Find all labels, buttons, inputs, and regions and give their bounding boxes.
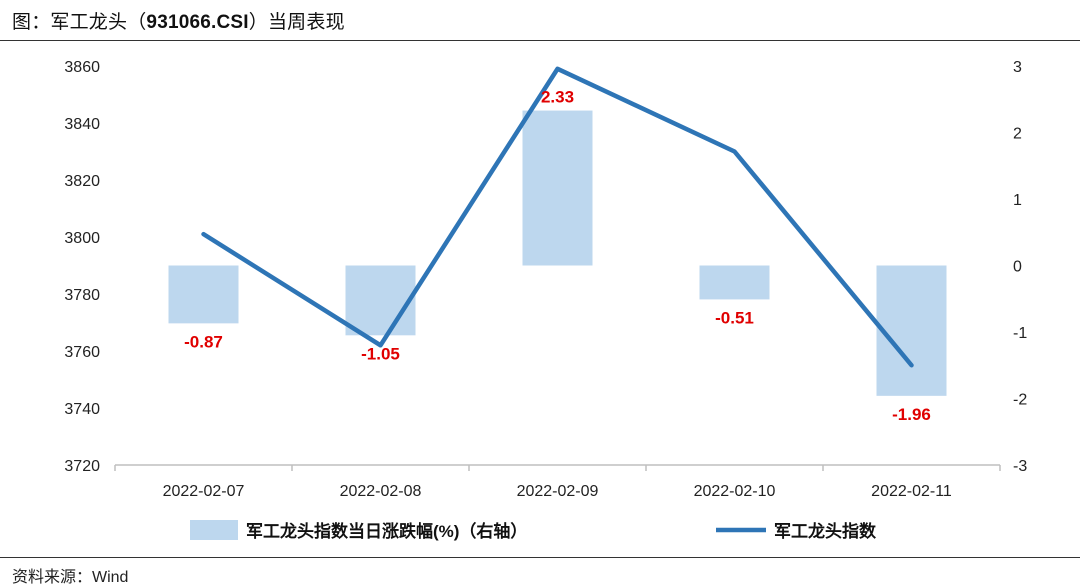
x-tick-label: 2022-02-10 — [694, 483, 776, 500]
y-left-tick-label: 3780 — [64, 287, 100, 304]
x-tick-label: 2022-02-08 — [340, 483, 422, 500]
data-labels: -0.87 -1.05 2.33 -0.51 -1.96 — [184, 88, 931, 424]
y-left-tick-label: 3820 — [64, 173, 100, 190]
y-right-tick-label: -1 — [1013, 325, 1027, 342]
legend-bar-swatch — [190, 520, 238, 540]
bar — [168, 265, 239, 324]
y-right-tick-label: 1 — [1013, 192, 1022, 209]
y-left-tick-label: 3860 — [64, 59, 100, 76]
y-right-tick-label: 2 — [1013, 126, 1022, 143]
x-tick-label: 2022-02-09 — [517, 483, 599, 500]
axes: 2022-02-07 2022-02-08 2022-02-09 2022-02-10… — [64, 59, 1027, 500]
bar-data-label: 2.33 — [541, 88, 574, 107]
bar — [345, 265, 416, 336]
source-note: 资料来源：Wind — [12, 569, 129, 586]
y-left-tick-label: 3800 — [64, 230, 100, 247]
bar — [876, 265, 947, 396]
title-suffix: ）当周表现 — [248, 12, 345, 33]
line-series — [201, 66, 914, 368]
bar-data-label: -0.87 — [184, 332, 223, 351]
y-right-tick-label: -2 — [1013, 392, 1027, 409]
legend-bar-label: 军工龙头指数当日涨跌幅(%)（右轴） — [246, 521, 527, 541]
bar-data-label: -1.96 — [892, 405, 931, 424]
title-name: 军工龙头（ — [50, 12, 147, 33]
bar-data-label: -1.05 — [361, 344, 400, 363]
chart-title: 图：军工龙头（931066.CSI）当周表现 — [12, 7, 345, 34]
top-divider — [0, 40, 1080, 41]
y-left-tick-label: 3760 — [64, 344, 100, 361]
y-right-tick-label: 3 — [1013, 59, 1022, 76]
y-left-tick-label: 3740 — [64, 401, 100, 418]
legend: 军工龙头指数当日涨跌幅(%)（右轴） 军工龙头指数 — [190, 520, 877, 541]
bottom-divider — [0, 557, 1080, 558]
title-code: 931066.CSI — [146, 12, 249, 33]
y-right-tick-label: 0 — [1013, 259, 1022, 276]
bar — [699, 265, 770, 300]
y-right-tick-label: -3 — [1013, 458, 1027, 475]
combo-chart: 2022-02-07 2022-02-08 2022-02-09 2022-02-10… — [64, 59, 1027, 541]
bar — [522, 110, 593, 266]
x-tick-label: 2022-02-11 — [871, 483, 952, 500]
legend-line-label: 军工龙头指数 — [774, 521, 877, 541]
index-line — [201, 66, 914, 368]
title-prefix: 图： — [12, 12, 51, 33]
x-tick-label: 2022-02-07 — [163, 483, 245, 500]
y-left-tick-label: 3840 — [64, 116, 100, 133]
bar-data-label: -0.51 — [715, 308, 754, 327]
bar-series — [168, 110, 947, 396]
y-left-tick-label: 3720 — [64, 458, 100, 475]
